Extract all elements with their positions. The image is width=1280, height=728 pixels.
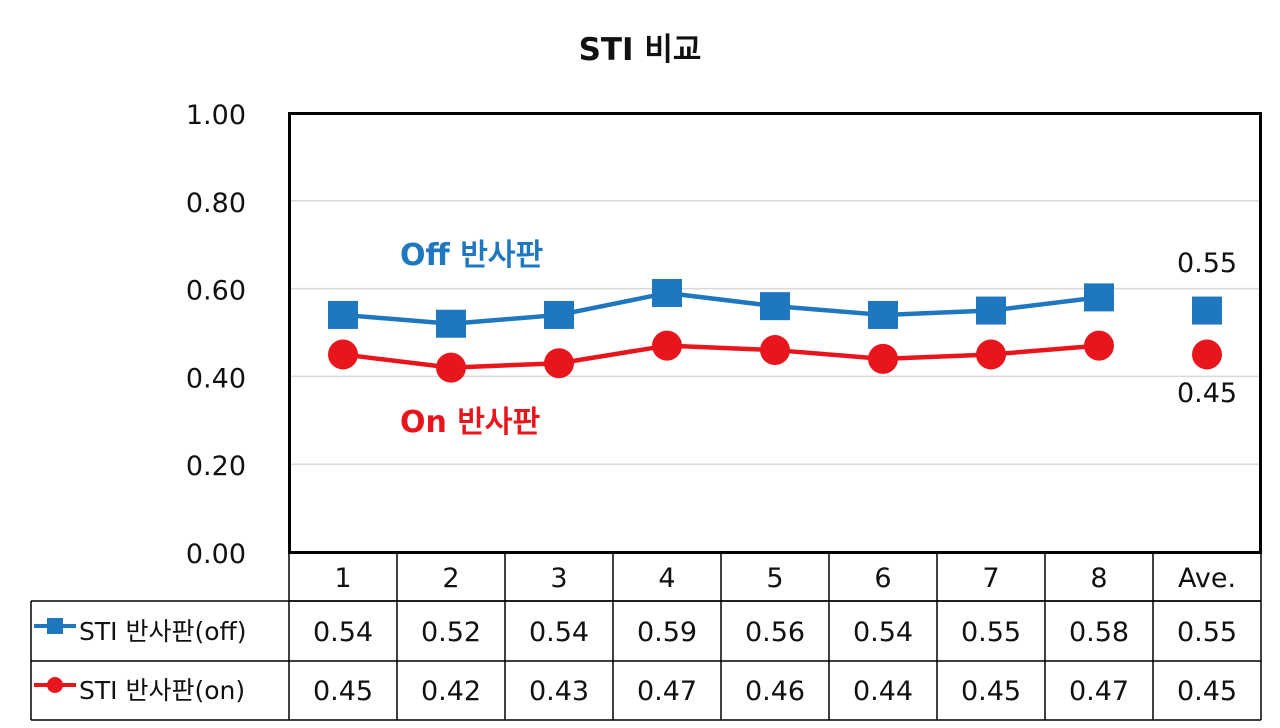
table-value-cell: 0.55 xyxy=(961,617,1021,648)
table-value-cell: 0.54 xyxy=(529,617,589,648)
data-point-off xyxy=(1084,283,1114,312)
data-point-on xyxy=(868,343,898,374)
table-value-cell: 0.55 xyxy=(1177,617,1237,648)
annotations: Off 반사판 On 반사판 0.55 0.45 xyxy=(400,238,1237,440)
table-value-cell: 0.46 xyxy=(745,676,805,707)
data-point-on xyxy=(1192,339,1222,370)
data-point-on xyxy=(976,339,1006,370)
x-category-label: 1 xyxy=(334,563,351,594)
table-value-cell: 0.47 xyxy=(637,676,697,707)
y-tick-label: 0.20 xyxy=(186,451,246,482)
data-point-on xyxy=(328,339,358,370)
data-point-off xyxy=(328,300,358,329)
series-line-off xyxy=(342,290,1100,326)
table-value-cell: 0.58 xyxy=(1069,617,1129,648)
data-point-off xyxy=(868,300,898,329)
table-value-cell: 0.42 xyxy=(421,676,481,707)
data-table: 1 2 3 4 5 6 7 8 Ave. STI 반사판(off) 0.54 0.52 0.54 0.59… xyxy=(30,552,1262,721)
chart-title: STI 비교 xyxy=(579,32,702,68)
table-value-cell: 0.56 xyxy=(745,617,805,648)
data-point-on xyxy=(1084,330,1114,361)
series-annotation-on: On 반사판 xyxy=(400,405,541,440)
table-value-cell: 0.52 xyxy=(421,617,481,648)
data-point-off xyxy=(1192,296,1222,325)
legend-key-circle xyxy=(47,677,63,693)
data-point-on xyxy=(544,348,574,379)
series-annotation-off: Off 반사판 xyxy=(400,238,543,273)
data-point-on xyxy=(760,335,790,366)
legend-key-square xyxy=(47,618,63,634)
data-point-off xyxy=(652,278,682,307)
data-point-off xyxy=(976,296,1006,325)
legend-series-name: STI 반사판(on) xyxy=(79,676,245,705)
table-value-cell: 0.45 xyxy=(961,676,1021,707)
data-point-off xyxy=(436,309,466,338)
y-tick-label: 0.40 xyxy=(186,363,246,394)
y-axis-ticks: 0.00 0.20 0.40 0.60 0.80 1.00 xyxy=(186,100,246,570)
average-label-on: 0.45 xyxy=(1177,378,1237,409)
x-category-label: Ave. xyxy=(1178,563,1236,594)
table-value-cell: 0.54 xyxy=(853,617,913,648)
series-group xyxy=(328,278,1222,383)
legend-series-name: STI 반사판(off) xyxy=(79,617,247,646)
x-category-label: 2 xyxy=(442,563,459,594)
table-value-cell: 0.47 xyxy=(1069,676,1129,707)
y-tick-label: 1.00 xyxy=(186,100,246,131)
y-tick-label: 0.80 xyxy=(186,188,246,219)
data-point-on xyxy=(652,330,682,361)
table-value-cell: 0.59 xyxy=(637,617,697,648)
average-label-off: 0.55 xyxy=(1177,248,1237,279)
table-value-cell: 0.45 xyxy=(313,676,373,707)
data-point-on xyxy=(436,352,466,383)
y-tick-label: 0.00 xyxy=(186,539,246,570)
x-category-label: 5 xyxy=(766,563,783,594)
x-category-label: 4 xyxy=(658,563,675,594)
table-value-cell: 0.45 xyxy=(1177,676,1237,707)
series-line-on xyxy=(342,343,1100,370)
x-category-label: 6 xyxy=(874,563,891,594)
x-category-label: 8 xyxy=(1090,563,1107,594)
data-point-off xyxy=(544,300,574,329)
x-category-label: 3 xyxy=(550,563,567,594)
data-point-off xyxy=(760,292,790,321)
y-tick-label: 0.60 xyxy=(186,276,246,307)
table-value-cell: 0.43 xyxy=(529,676,589,707)
x-category-label: 7 xyxy=(982,563,999,594)
table-value-cell: 0.54 xyxy=(313,617,373,648)
table-value-cell: 0.44 xyxy=(853,676,913,707)
plot-area-border xyxy=(288,112,1262,554)
